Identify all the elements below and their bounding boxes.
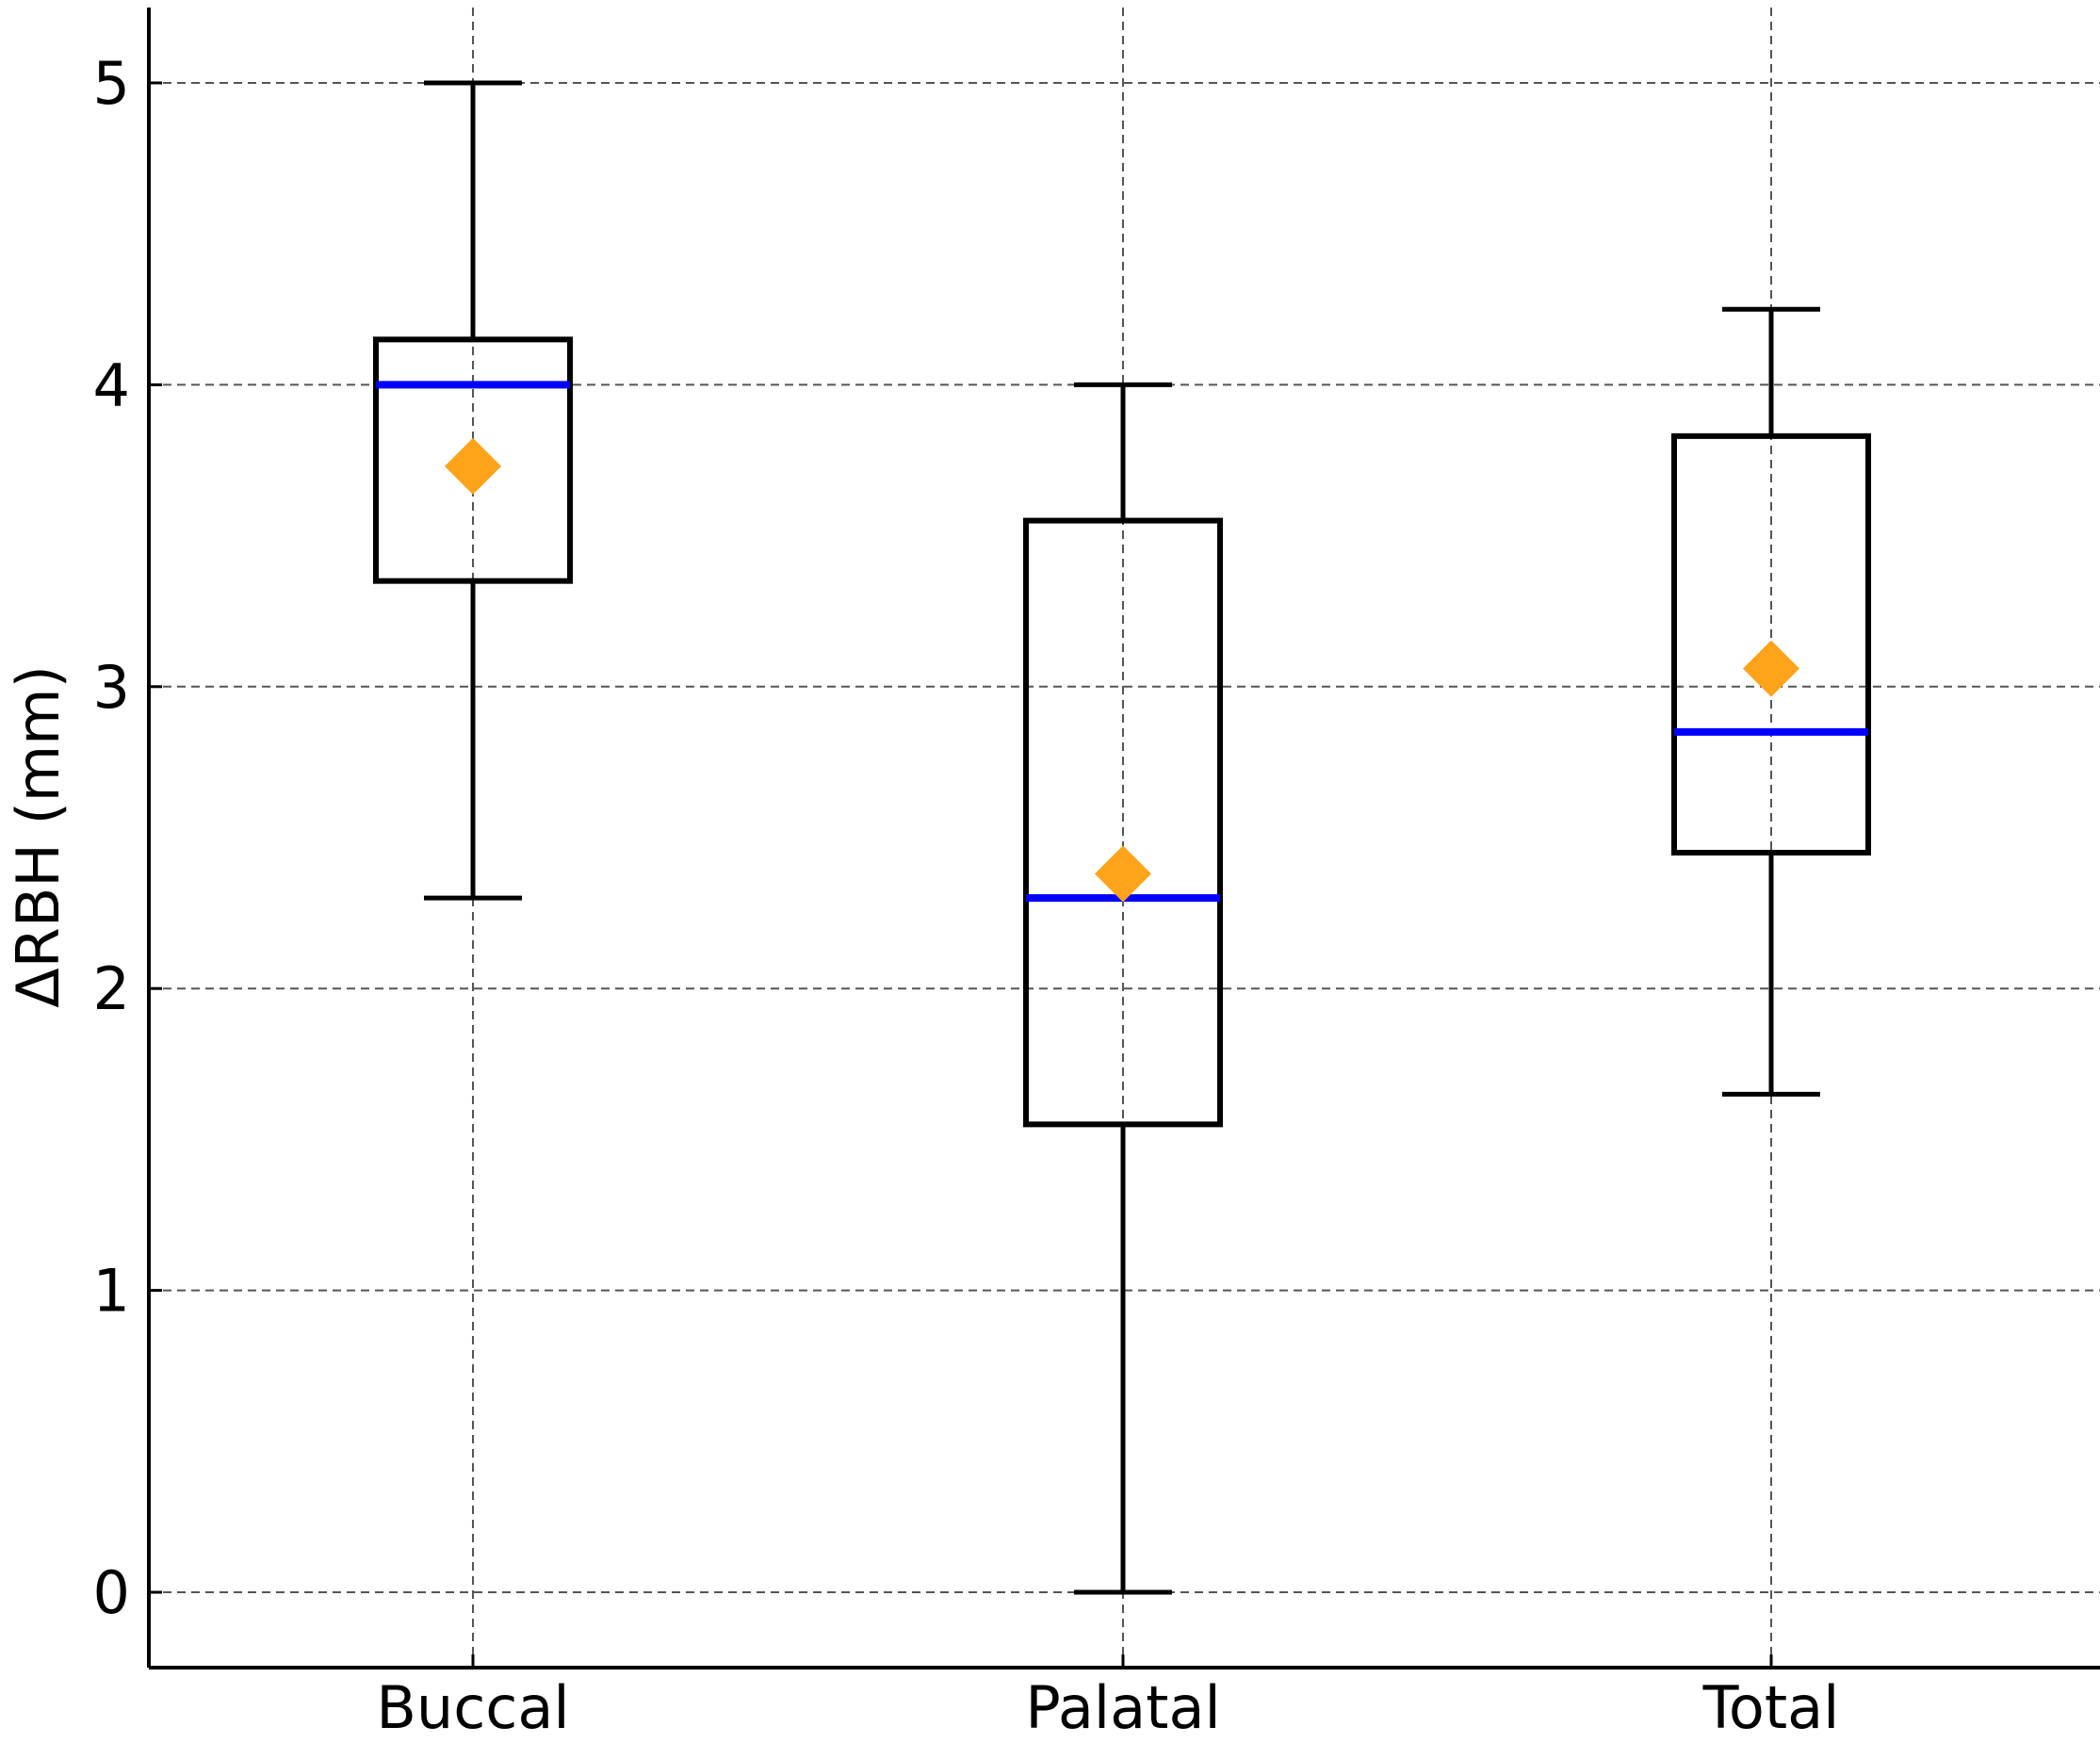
x-tick-label: Total bbox=[1702, 1673, 1840, 1742]
x-tick-label: Buccal bbox=[376, 1673, 569, 1742]
y-tick-label: 0 bbox=[93, 1558, 130, 1627]
axes bbox=[147, 8, 2100, 1670]
y-tick-label: 2 bbox=[93, 954, 130, 1023]
box-buccal bbox=[373, 80, 573, 901]
iqr-box bbox=[1023, 517, 1223, 1128]
tick-labels: 0 1 2 3 4 5 Buccal Palatal Total bbox=[93, 49, 1840, 1742]
iqr-box bbox=[1671, 432, 1871, 856]
box-total bbox=[1671, 306, 1871, 1097]
box-plot-series bbox=[373, 80, 1871, 1595]
mean-marker bbox=[1095, 845, 1151, 903]
y-tick-label: 1 bbox=[93, 1257, 130, 1326]
y-tick-label: 4 bbox=[93, 350, 130, 419]
box-palatal bbox=[1023, 382, 1223, 1595]
iqr-box bbox=[373, 336, 573, 584]
y-tick-label: 3 bbox=[93, 653, 130, 722]
y-axis-label: ΔRBH (mm) bbox=[4, 665, 73, 1008]
y-tick-label: 5 bbox=[93, 49, 130, 118]
mean-marker bbox=[1743, 640, 1799, 697]
mean-marker bbox=[445, 437, 501, 495]
x-tick-label: Palatal bbox=[1025, 1673, 1220, 1742]
